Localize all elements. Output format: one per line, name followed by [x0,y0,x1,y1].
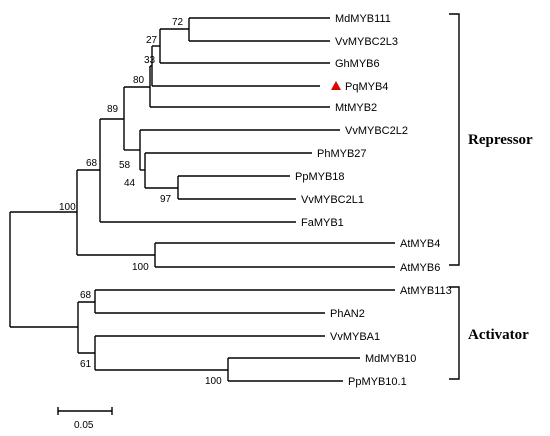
leaf-label-pqmyb4: PqMYB4 [345,81,388,93]
leaf-label-ppmyb10-1: PpMYB10.1 [348,376,407,388]
bootstrap-value: 100 [59,202,76,213]
leaf-label-famyb1: FaMYB1 [301,217,344,229]
bootstrap-value: 68 [86,158,98,169]
bootstrap-value: 72 [172,17,184,28]
bootstrap-value: 80 [133,75,145,86]
bootstrap-value: 44 [124,178,136,189]
leaf-label-vvmybc2l1: VvMYBC2L1 [301,194,364,206]
leaf-labels: MdMYB111 VvMYBC2L3 GhMYB6 PqMYB4 MtMYB2 … [295,13,452,388]
leaf-label-phmyb27: PhMYB27 [317,148,367,160]
group-label-repressor: Repressor [468,132,533,148]
scale-bar [57,407,113,415]
leaf-label-atmyb6: AtMYB6 [400,262,440,274]
bootstrap-value: 58 [119,160,131,171]
leaf-label-vvmybc2l3: VvMYBC2L3 [335,36,398,48]
bootstrap-value: 100 [132,262,149,273]
leaf-label-vvmybc2l2: VvMYBC2L2 [345,125,408,137]
leaf-label-atmyb113: AtMYB113 [400,285,452,297]
leaf-label-atmyb4: AtMYB4 [400,238,440,250]
leaf-label-ghmyb6: GhMYB6 [335,58,380,70]
bootstrap-value: 61 [80,359,92,370]
tree-branches [9,17,395,382]
group-label-activator: Activator [468,327,529,343]
scale-bar-label: 0.05 [74,420,94,431]
highlight-triangle-icon [331,81,341,90]
bootstrap-value: 33 [144,55,156,66]
bootstrap-values: 72 27 33 80 89 58 44 97 68 100 100 68 61… [59,17,222,387]
leaf-label-mdmyb10: MdMYB10 [365,353,416,365]
leaf-label-ppmyb18: PpMYB18 [295,171,345,183]
leaf-label-mtmyb2: MtMYB2 [335,102,377,114]
bootstrap-value: 68 [80,290,92,301]
bootstrap-value: 27 [146,35,158,46]
repressor-bracket [449,13,460,266]
leaf-label-vvmyba1: VvMYBA1 [330,331,380,343]
leaf-label-mdmyb111: MdMYB111 [335,13,391,25]
bootstrap-value: 97 [160,194,172,205]
bootstrap-value: 89 [107,104,119,115]
bootstrap-value: 100 [205,376,222,387]
leaf-label-phan2: PhAN2 [330,308,365,320]
activator-bracket [449,286,460,380]
